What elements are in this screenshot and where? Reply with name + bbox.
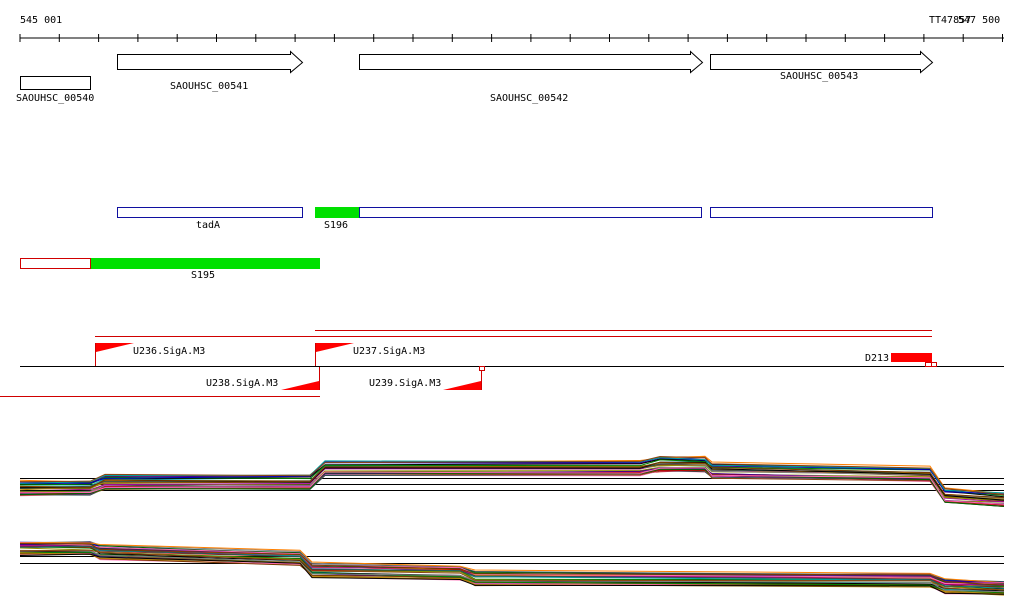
expression-track-forward <box>19 455 1005 507</box>
blue-segment-tada[interactable] <box>117 207 303 218</box>
gene-label-saouhsc-00542: SAOUHSC_00542 <box>490 93 568 104</box>
blue-segment-track: tadA S196 <box>117 207 933 231</box>
promoter-label-u238: U238.SigA.M3 <box>206 378 278 389</box>
expression-profile-line <box>19 468 1005 507</box>
promoter-label-u237: U237.SigA.M3 <box>353 346 425 357</box>
promoter-track: U236.SigA.M3 U237.SigA.M3 U238.SigA.M3 U… <box>0 330 1004 397</box>
ruler-ticks <box>19 34 1003 42</box>
terminator-tail-1 <box>925 362 932 367</box>
expression-profile-line <box>19 553 1005 595</box>
expression-profile-line <box>19 468 1005 507</box>
gene-box-saouhsc-00540[interactable] <box>20 76 91 90</box>
green-segment-s195[interactable] <box>91 258 320 269</box>
green-segment-s196[interactable] <box>315 207 359 218</box>
expression-profile-line <box>19 545 1005 587</box>
expression-profile-line <box>19 542 1005 584</box>
expression-profile-line <box>19 549 1005 591</box>
gene-label-saouhsc-00540: SAOUHSC_00540 <box>16 93 94 104</box>
expression-profile-line <box>19 467 1005 505</box>
red-segment-left[interactable] <box>20 258 91 269</box>
blue-segment-middle[interactable] <box>359 207 702 218</box>
promoter-label-u236: U236.SigA.M3 <box>133 346 205 357</box>
expression-profile-line <box>19 455 1005 496</box>
red-segment-track: S195 <box>20 258 320 281</box>
blue-segment-right[interactable] <box>710 207 933 218</box>
gene-arrow-saouhsc-00543[interactable] <box>710 50 934 74</box>
expression-profile-line <box>19 461 1005 499</box>
promoter-mark-u238[interactable] <box>281 381 319 390</box>
expression-track-reverse <box>19 540 1005 596</box>
promoter-mark-u239[interactable] <box>443 381 481 390</box>
terminator-label-d213: D213 <box>865 353 889 364</box>
terminator-block-d213[interactable] <box>891 353 932 362</box>
gene-track: SAOUHSC_00540 SAOUHSC_00541 SAOUHSC_0054… <box>16 50 934 104</box>
terminator-tail-2 <box>931 362 937 367</box>
expression-profile-line <box>19 542 1005 586</box>
ruler-end-label: 547 500 <box>958 15 1000 26</box>
gene-label-saouhsc-00541: SAOUHSC_00541 <box>170 81 248 92</box>
ruler-overlap-label: TT47857 <box>929 15 971 26</box>
expression-profile-line <box>19 549 1005 593</box>
segment-label-s196: S196 <box>324 220 348 231</box>
blue-segment-label-tada: tadA <box>196 220 220 231</box>
gene-arrow-saouhsc-00541[interactable] <box>117 50 304 74</box>
gene-arrow-saouhsc-00542[interactable] <box>359 50 704 74</box>
coordinate-ruler: 545 001 TT47857 547 500 <box>19 15 1004 42</box>
promoter-label-u239: U239.SigA.M3 <box>369 378 441 389</box>
gene-label-saouhsc-00543: SAOUHSC_00543 <box>780 71 858 82</box>
promoter-mark-u237[interactable] <box>316 343 354 352</box>
promoter-mark-u236[interactable] <box>96 343 134 352</box>
ruler-start-label: 545 001 <box>20 15 62 26</box>
segment-label-s195: S195 <box>191 270 215 281</box>
promoter-tip-u239 <box>479 366 485 371</box>
